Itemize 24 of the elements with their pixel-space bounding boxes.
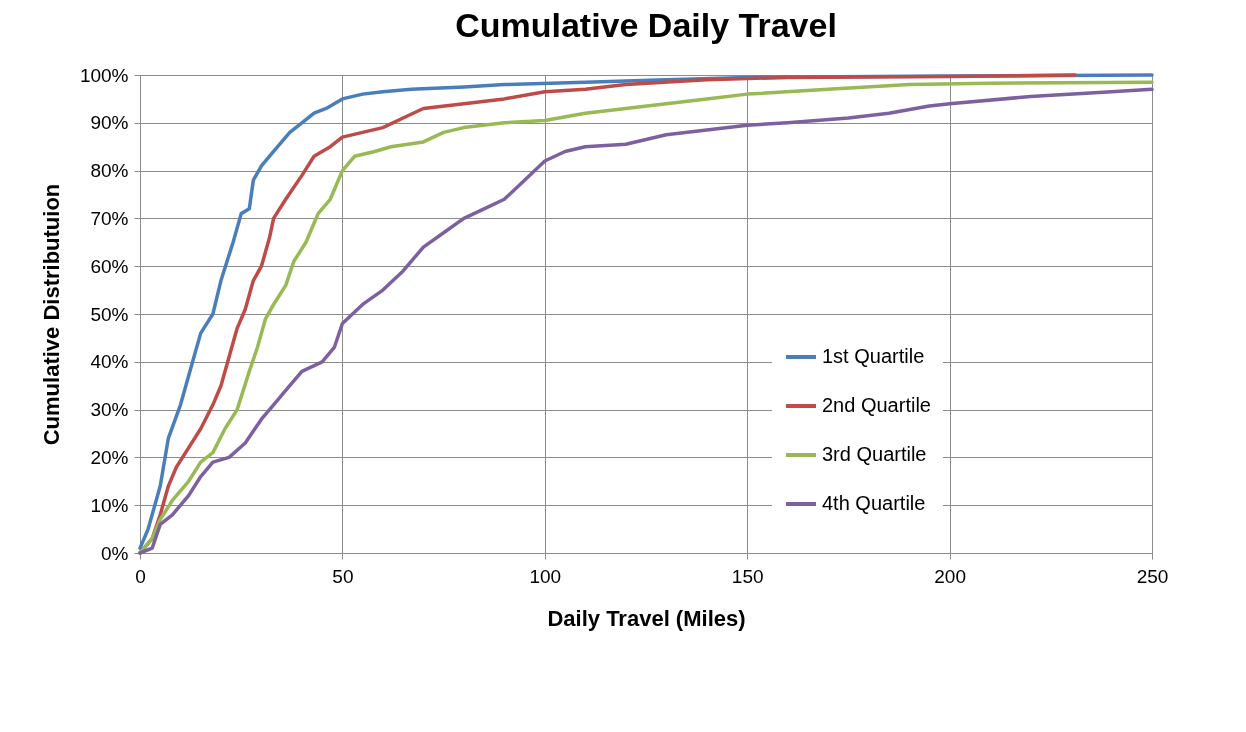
y-tick-label: 50%: [90, 303, 129, 325]
legend-label: 4th Quartile: [822, 492, 926, 514]
y-tick-label: 10%: [90, 494, 129, 516]
y-tick-label: 80%: [90, 160, 129, 182]
x-tick-label: 0: [135, 565, 146, 587]
y-tick-label: 0%: [101, 542, 129, 564]
y-tick-label: 100%: [79, 64, 129, 86]
x-tick-label: 250: [1136, 565, 1169, 587]
legend-label: 1st Quartile: [822, 345, 925, 367]
y-tick-label: 20%: [90, 446, 129, 468]
legend-label: 3rd Quartile: [822, 443, 927, 465]
legend-label: 2nd Quartile: [822, 394, 931, 416]
x-tick-label: 150: [731, 565, 764, 587]
x-tick-label: 50: [332, 565, 354, 587]
y-axis-title: Cumulative Distributuion: [38, 183, 64, 446]
x-tick-label: 200: [934, 565, 966, 587]
y-tick-label: 70%: [90, 207, 129, 229]
y-tick-label: 40%: [90, 351, 129, 373]
x-tick-label: 100: [529, 565, 562, 587]
y-tick-label: 30%: [90, 399, 129, 421]
chart-title: Cumulative Daily Travel: [455, 6, 837, 44]
x-axis-title: Daily Travel (Miles): [547, 605, 746, 631]
y-tick-label: 90%: [90, 112, 129, 134]
y-tick-label: 60%: [90, 255, 129, 277]
